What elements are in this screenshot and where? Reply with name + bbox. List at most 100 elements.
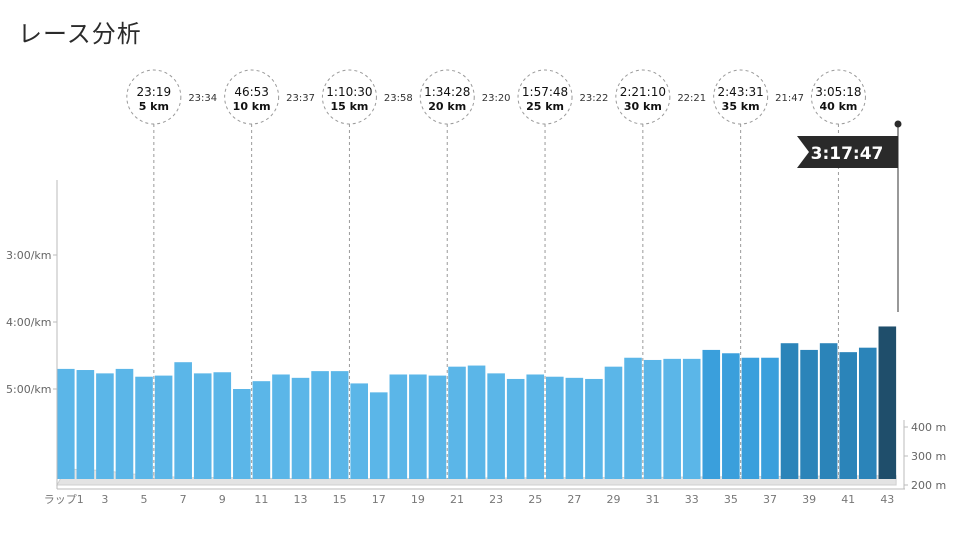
x-tick-label: 31: [646, 493, 660, 506]
pace-bar: [154, 375, 173, 479]
split-time: 23:22: [580, 93, 609, 104]
x-tick-label: 9: [219, 493, 226, 506]
x-tick-label: 43: [880, 493, 894, 506]
pace-bar: [291, 377, 310, 479]
checkpoint-circle: [517, 69, 573, 125]
pace-bar: [115, 368, 134, 479]
checkpoint-distance: 10 km: [233, 100, 271, 113]
y-tick-label: 5:00/km: [6, 383, 52, 396]
tick-labels: 3:00/km 4:00/km 5:00/km 400 m 300 m 200 m ラップ1…: [6, 249, 946, 506]
pace-bar: [448, 366, 466, 479]
pace-bar: [741, 357, 760, 479]
pace-bar: [565, 377, 584, 479]
pace-bar: [96, 373, 114, 479]
pace-bar: [389, 374, 408, 479]
checkpoint-guides: [153, 124, 839, 479]
x-tick-label: 3: [101, 493, 108, 506]
pace-bar: [663, 358, 681, 479]
x-tick-label: 5: [141, 493, 148, 506]
finish-flag-banner: [797, 136, 898, 168]
x-tick-label: 27: [567, 493, 581, 506]
pace-bar: [135, 376, 153, 479]
split-time: 22:21: [677, 93, 706, 104]
pace-bar: [702, 349, 721, 479]
pace-bar: [643, 359, 662, 479]
pace-bar: [409, 374, 427, 479]
pace-bar: [819, 343, 838, 479]
checkpoint-time: 1:10:30: [326, 85, 372, 99]
pace-bar: [839, 352, 857, 479]
x-tick-label: 15: [333, 493, 347, 506]
y-tick-label: 3:00/km: [6, 249, 52, 262]
pace-bar: [174, 362, 192, 479]
pace-bar: [858, 347, 877, 479]
pace-bar: [76, 370, 95, 479]
axes: [53, 180, 908, 490]
x-tick-label: 17: [372, 493, 386, 506]
x-tick-label: 37: [763, 493, 777, 506]
pace-bar: [585, 378, 603, 479]
split-time: 23:58: [384, 93, 413, 104]
x-tick-label: 41: [841, 493, 855, 506]
pace-bar: [624, 357, 642, 479]
x-tick-label: 19: [411, 493, 425, 506]
pace-bar: [780, 343, 799, 479]
checkpoint-distance: 35 km: [722, 100, 760, 113]
split-time: 23:37: [286, 93, 315, 104]
pace-bar: [311, 371, 329, 479]
checkpoint-time: 2:21:10: [620, 85, 666, 99]
pace-bar: [467, 365, 486, 479]
checkpoint-time: 46:53: [234, 85, 269, 99]
checkpoint-time: 1:34:28: [424, 85, 470, 99]
elevation-tick-label: 300 m: [911, 450, 946, 463]
elevation-tick-label: 400 m: [911, 421, 946, 434]
checkpoint-circle: [615, 69, 671, 125]
pace-bar: [506, 378, 525, 479]
y-tick-label: 4:00/km: [6, 316, 52, 329]
pace-bar: [369, 392, 388, 479]
x-tick-label: 29: [606, 493, 620, 506]
split-time: 21:47: [775, 93, 804, 104]
x-tick-label: 33: [685, 493, 699, 506]
pace-bar: [213, 372, 232, 479]
pace-bar: [272, 374, 290, 479]
x-tick-label: 39: [802, 493, 816, 506]
pace-bar: [330, 371, 349, 479]
checkpoint-distance: 20 km: [428, 100, 466, 113]
checkpoint-distance: 15 km: [330, 100, 368, 113]
split-time: 23:34: [188, 93, 217, 104]
checkpoint-circle: [224, 69, 280, 125]
finish-pole-knob: [894, 120, 902, 128]
checkpoint-time: 3:05:18: [815, 85, 861, 99]
pace-bar: [428, 375, 447, 479]
pace-bars: [57, 326, 897, 479]
pace-bar: [252, 381, 271, 479]
checkpoint-distance: 5 km: [139, 100, 169, 113]
finish-flag: 3:17:47: [797, 120, 902, 312]
checkpoint-time: 1:57:48: [522, 85, 568, 99]
checkpoint-circle: [810, 69, 866, 125]
elevation-tick-label: 200 m: [911, 479, 946, 492]
finish-time: 3:17:47: [811, 144, 884, 164]
pace-bar: [878, 326, 897, 479]
pace-bar: [682, 358, 701, 479]
split-time: 23:20: [482, 93, 511, 104]
x-tick-label: 13: [294, 493, 308, 506]
pace-bar: [546, 376, 564, 479]
checkpoint-distance: 30 km: [624, 100, 662, 113]
pace-bar: [350, 383, 368, 479]
checkpoint-time: 2:43:31: [718, 85, 764, 99]
pace-bar: [604, 366, 623, 479]
checkpoint-distance: 40 km: [819, 100, 857, 113]
x-tick-label: 7: [180, 493, 187, 506]
x-tick-label: 11: [254, 493, 268, 506]
pace-bar: [193, 373, 212, 479]
pace-bar: [233, 389, 251, 479]
x-tick-label: 25: [528, 493, 542, 506]
checkpoint-time: 23:19: [137, 85, 172, 99]
pace-bar: [487, 373, 505, 479]
x-tick-label: 21: [450, 493, 464, 506]
checkpoint-distance: 25 km: [526, 100, 564, 113]
